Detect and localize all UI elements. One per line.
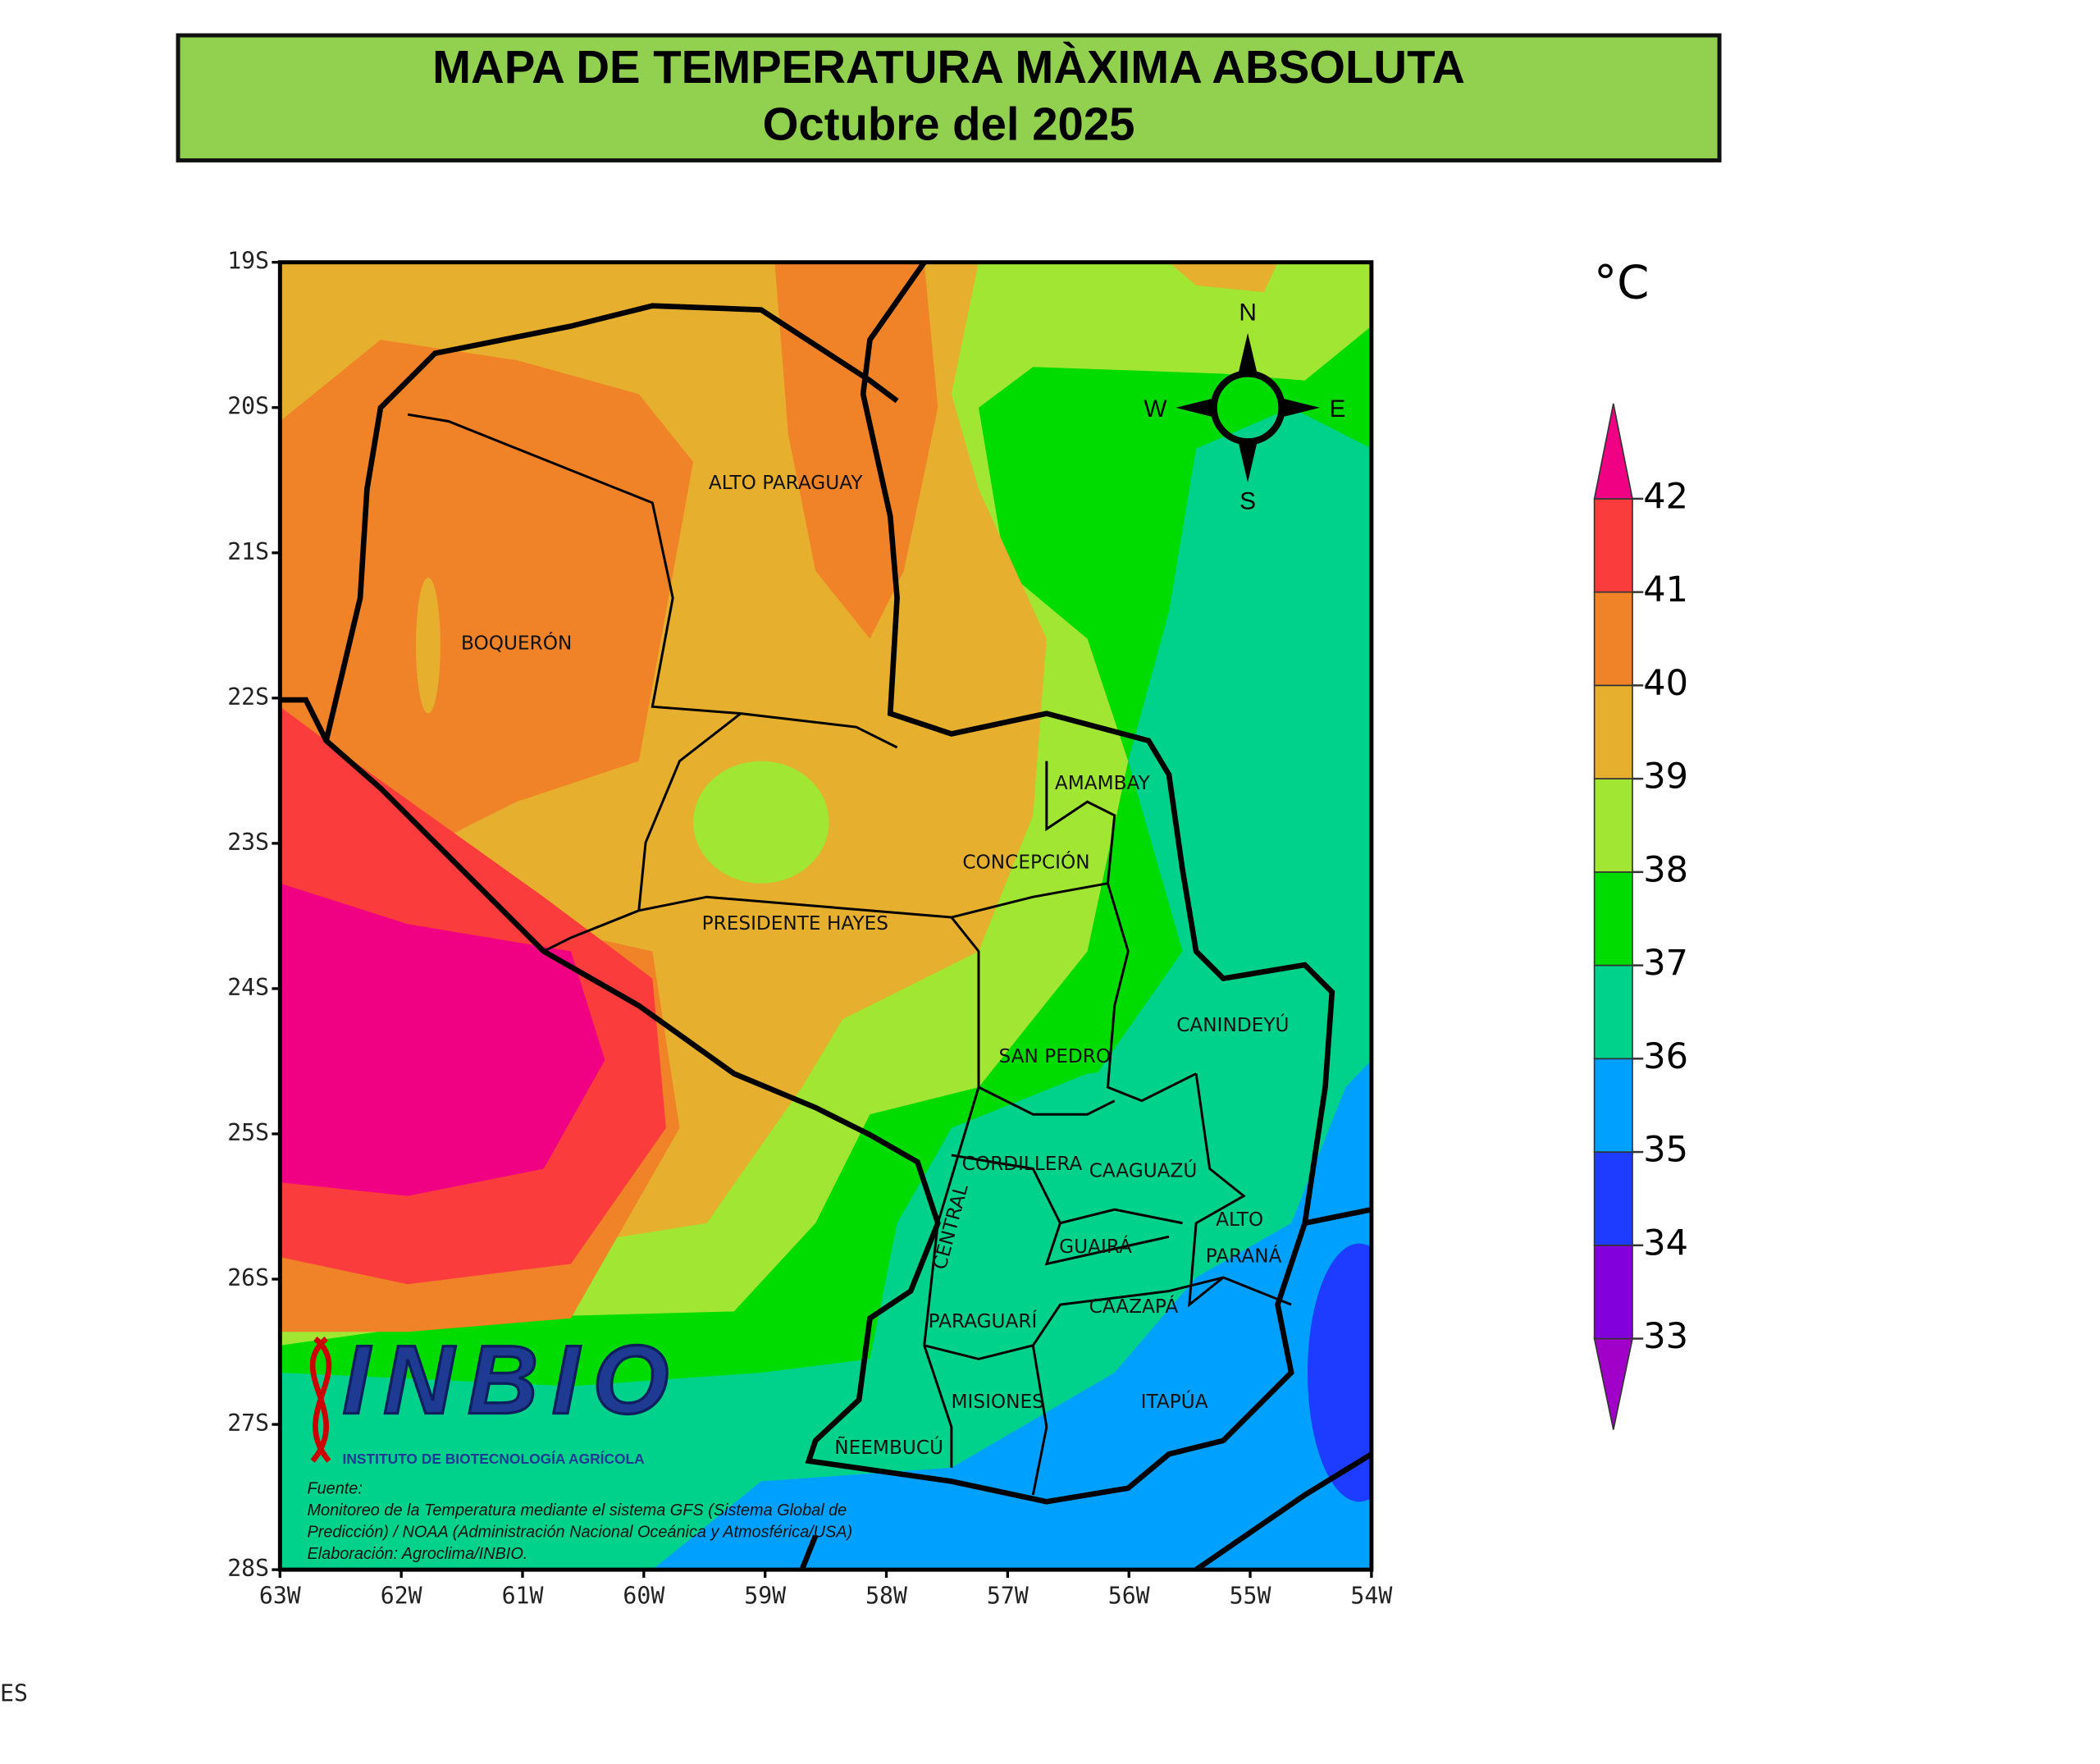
legend-unit: °C bbox=[1594, 256, 1649, 309]
region-label: CONCEPCIÓN bbox=[962, 850, 1089, 873]
title-box bbox=[176, 33, 1722, 162]
legend-band bbox=[1593, 591, 1633, 687]
lon-label: 61W bbox=[502, 1582, 544, 1609]
legend-band bbox=[1593, 1244, 1633, 1340]
legend-band bbox=[1593, 684, 1633, 779]
lon-label: 59W bbox=[744, 1582, 786, 1609]
lat-label: 27S bbox=[227, 1410, 269, 1437]
compass-n: N bbox=[1239, 299, 1257, 327]
region-label: AMAMBAY bbox=[1055, 772, 1151, 794]
region-label: PARANÁ bbox=[1206, 1245, 1282, 1268]
logo-name: INBIO bbox=[343, 1326, 669, 1435]
lat-label: 24S bbox=[227, 974, 269, 1001]
borders bbox=[280, 260, 1373, 1572]
region-label: CORDILLERA bbox=[962, 1153, 1083, 1175]
legend-label: 38 bbox=[1643, 849, 1688, 890]
lon-label: 56W bbox=[1108, 1582, 1150, 1609]
logo bbox=[309, 1337, 332, 1463]
region-label: PRESIDENTE HAYES bbox=[702, 912, 888, 935]
legend-label: 42 bbox=[1643, 476, 1688, 517]
legend-band bbox=[1593, 871, 1633, 967]
legend-band bbox=[1593, 778, 1633, 873]
region-label: PARAGUARÍ bbox=[929, 1309, 1038, 1332]
region-label: CANINDEYÚ bbox=[1176, 1013, 1289, 1036]
region-label: ÑEEMBUCÚ bbox=[834, 1436, 943, 1459]
legend-band bbox=[1593, 964, 1633, 1060]
subtitle: Octubre del 2025 bbox=[763, 98, 1135, 150]
lat-label: 26S bbox=[227, 1264, 269, 1291]
lat-label: 19S bbox=[227, 248, 269, 275]
legend-label: 36 bbox=[1643, 1036, 1688, 1077]
lon-label: 55W bbox=[1230, 1582, 1271, 1609]
lat-label: 20S bbox=[227, 393, 269, 420]
source-line: Fuente: bbox=[307, 1480, 362, 1498]
lon-label: 54W bbox=[1350, 1582, 1392, 1609]
legend-label: 33 bbox=[1643, 1316, 1688, 1357]
lon-label: 60W bbox=[623, 1582, 664, 1609]
region-label: ITAPÚA bbox=[1141, 1390, 1208, 1413]
legend-low bbox=[1593, 1337, 1634, 1430]
title: MAPA DE TEMPERATURA MÀXIMA ABSOLUTA bbox=[432, 41, 1465, 93]
region-label: CAAZAPÁ bbox=[1089, 1295, 1179, 1318]
region-label: GUAIRÁ bbox=[1059, 1235, 1132, 1258]
lon-label: 58W bbox=[865, 1582, 907, 1609]
lat-label: 25S bbox=[227, 1119, 269, 1146]
region-label: MISIONES bbox=[952, 1391, 1044, 1413]
legend-band bbox=[1593, 498, 1633, 593]
compass-e: E bbox=[1329, 395, 1345, 423]
footer-fragment: ES bbox=[0, 1680, 28, 1707]
legend-band bbox=[1593, 1151, 1633, 1246]
lat-label: 28S bbox=[227, 1555, 269, 1582]
legend-label: 34 bbox=[1643, 1222, 1688, 1264]
lon-label: 62W bbox=[381, 1582, 422, 1609]
legend-label: 41 bbox=[1643, 569, 1688, 610]
legend-band bbox=[1593, 1058, 1633, 1153]
lat-label: 23S bbox=[227, 829, 269, 856]
map-frame bbox=[277, 260, 1374, 1572]
region-label: ALTO bbox=[1216, 1209, 1263, 1231]
source-line: Monitoreo de la Temperatura mediante el … bbox=[307, 1501, 847, 1520]
source-line: Predicción) / NOAA (Administración Nacio… bbox=[307, 1524, 852, 1542]
legend-label: 40 bbox=[1643, 663, 1688, 704]
source-line: Elaboración: Agroclima/INBIO. bbox=[307, 1545, 527, 1563]
legend-label: 39 bbox=[1643, 756, 1688, 797]
compass-rose bbox=[1176, 332, 1320, 483]
lat-label: 21S bbox=[227, 538, 269, 565]
legend-label: 37 bbox=[1643, 943, 1688, 984]
region-label: BOQUERÓN bbox=[461, 632, 572, 655]
region-label: ALTO PARAGUAY bbox=[709, 472, 863, 494]
temperature-field bbox=[280, 262, 1372, 1570]
lat-label: 22S bbox=[227, 683, 269, 711]
region-label: SAN PEDRO bbox=[998, 1045, 1111, 1067]
legend-label: 35 bbox=[1643, 1130, 1688, 1171]
compass-w: W bbox=[1144, 395, 1167, 423]
compass-s: S bbox=[1239, 488, 1256, 515]
logo-subtitle: INSTITUTO DE BIOTECNOLOGÍA AGRÍCOLA bbox=[343, 1451, 646, 1467]
legend-high bbox=[1593, 403, 1634, 500]
lon-label: 63W bbox=[259, 1582, 301, 1609]
region-label: CAAGUAZÚ bbox=[1089, 1158, 1198, 1181]
lon-label: 57W bbox=[987, 1582, 1029, 1609]
